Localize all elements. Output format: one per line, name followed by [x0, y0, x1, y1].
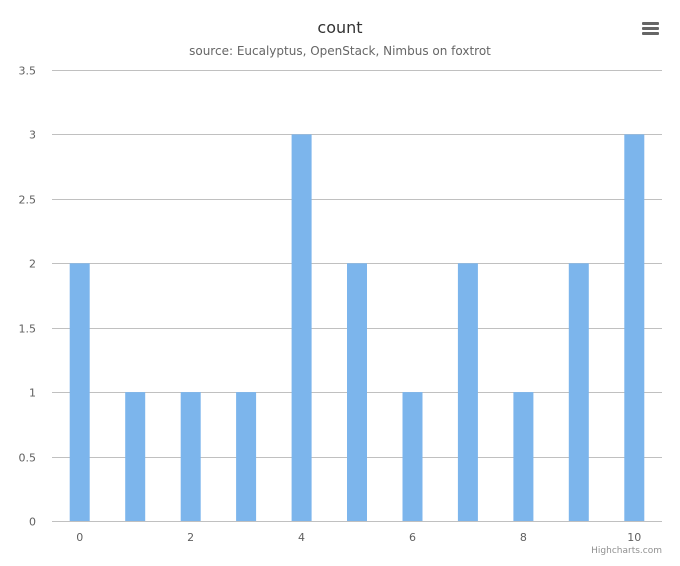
bar[interactable] — [69, 263, 90, 521]
bar[interactable] — [457, 263, 478, 521]
bar[interactable] — [125, 392, 146, 521]
x-tick-label: 4 — [298, 531, 305, 544]
bar[interactable] — [402, 392, 423, 521]
bars — [69, 134, 645, 521]
y-tick-label: 3.5 — [19, 65, 37, 78]
x-tick-label: 10 — [627, 531, 641, 544]
x-tick-label: 8 — [520, 531, 527, 544]
hamburger-menu-icon[interactable] — [638, 18, 664, 40]
y-tick-label: 0 — [29, 516, 36, 529]
x-tick-label: 6 — [409, 531, 416, 544]
bar[interactable] — [624, 134, 645, 521]
bar[interactable] — [291, 134, 312, 521]
y-tick-label: 0.5 — [19, 452, 37, 465]
y-tick-label: 2.5 — [19, 194, 37, 207]
chart-title: count — [317, 18, 362, 37]
y-tick-label: 2 — [29, 258, 36, 271]
y-axis-labels: 0 0.5 1 1.5 2 2.5 3 3.5 — [19, 65, 37, 529]
bar[interactable] — [513, 392, 534, 521]
x-axis-labels: 0 2 4 6 8 10 — [76, 531, 641, 544]
x-tick-label: 0 — [76, 531, 83, 544]
bar[interactable] — [347, 263, 367, 521]
bar[interactable] — [180, 392, 201, 521]
bar[interactable] — [236, 392, 257, 521]
y-tick-label: 3 — [29, 129, 36, 142]
x-tick-label: 2 — [187, 531, 194, 544]
y-tick-label: 1 — [29, 387, 36, 400]
bar[interactable] — [568, 263, 589, 521]
chart-subtitle: source: Eucalyptus, OpenStack, Nimbus on… — [189, 44, 491, 58]
y-tick-label: 1.5 — [19, 323, 37, 336]
credits-link[interactable]: Highcharts.com — [591, 546, 662, 556]
